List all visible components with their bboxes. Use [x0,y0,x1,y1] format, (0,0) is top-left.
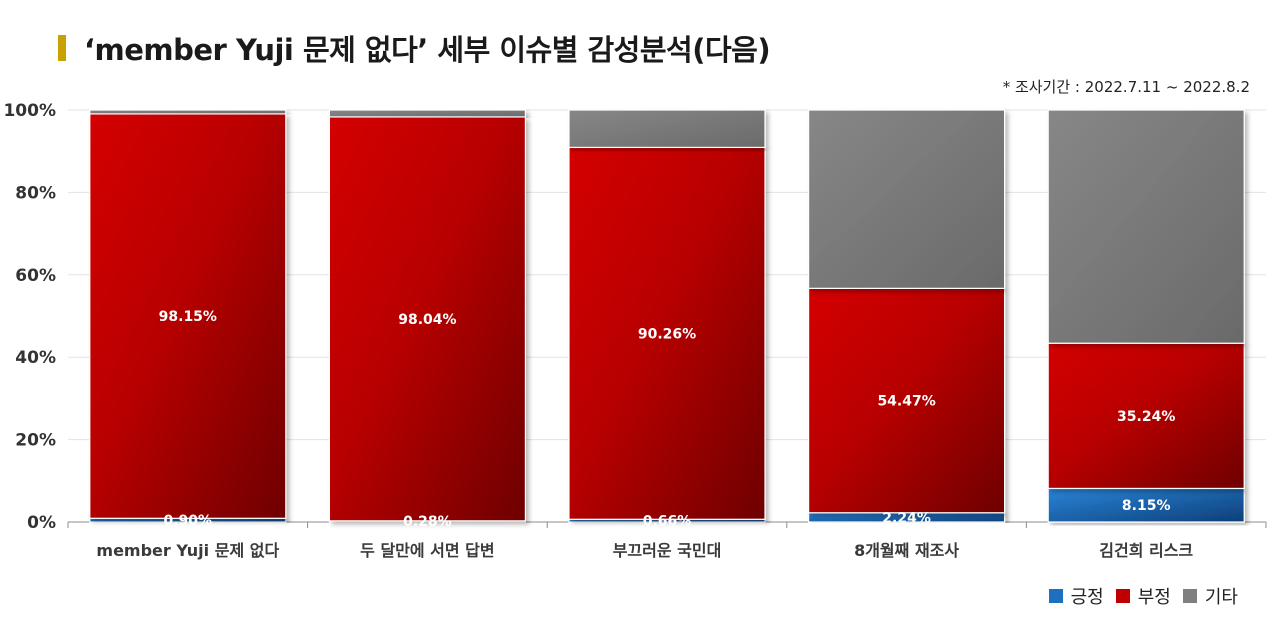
legend-label-positive: 긍정 [1070,587,1104,608]
title-area: ‘member Yuji 문제 없다’ 세부 이슈별 감성분석(다음) [58,28,771,68]
bar-segment-other [1047,109,1245,344]
y-tick-label: 100% [3,101,56,121]
data-label-negative: 90.26% [638,326,696,342]
bar-segment-negative [568,146,766,520]
legend-item-positive: 긍정 [1048,583,1104,609]
legend-label-negative: 부정 [1137,587,1171,608]
data-label-negative: 35.24% [1117,409,1175,425]
y-tick-label: 40% [15,348,56,368]
legend-item-negative: 부정 [1115,583,1171,609]
x-category-label: 두 달만에 서면 답변 [360,541,494,560]
bar-segment-other [89,109,287,115]
y-tick-label: 0% [27,513,56,533]
data-label-positive: 8.15% [1122,498,1171,514]
x-category-label: 8개월째 재조사 [854,541,959,560]
bar-segment-negative [807,287,1006,514]
bar-segment-other [807,109,1006,289]
legend: 긍정 부정 기타 [1037,583,1238,609]
bars [89,109,1245,523]
title-accent-bar [58,35,66,61]
x-category-label: member Yuji 문제 없다 [96,541,279,560]
bar-segment-other [568,109,766,149]
data-label-negative: 98.15% [159,309,217,325]
data-label-positive: 2.24% [882,510,931,526]
y-tick-label: 80% [15,183,56,203]
bar-segment-negative [1047,342,1245,490]
legend-item-other: 기타 [1182,583,1238,609]
data-label-negative: 54.47% [877,394,935,410]
survey-period: * 조사기간 : 2022.7.11 ~ 2022.8.2 [1002,78,1250,96]
legend-swatch-negative [1115,589,1130,603]
data-label-positive: 0.90% [164,513,213,529]
data-label-positive: 0.28% [403,514,452,530]
x-axis-labels: member Yuji 문제 없다 두 달만에 서면 답변 부끄러운 국민대 8개월째… [96,541,1193,560]
data-labels: 0.90% 98.15% 0.28% 98.04% 0.66% 90.26% 2.24% 54… [159,309,1176,530]
legend-label-other: 기타 [1204,587,1238,608]
y-tick-label: 60% [15,266,56,286]
x-category-label: 부끄러운 국민대 [613,541,722,560]
legend-swatch-other [1182,589,1197,603]
data-label-negative: 98.04% [398,312,456,328]
data-label-positive: 0.66% [643,514,692,530]
bar-segment-negative [328,116,526,522]
page-title: ‘member Yuji 문제 없다’ 세부 이슈별 감성분석(다음) [84,33,771,67]
bar-segment-negative [89,113,287,519]
bar-segment-other [328,109,526,118]
y-axis-labels: 0% 20% 40% 60% 80% 100% [3,101,56,533]
legend-swatch-positive [1048,589,1063,603]
y-tick-label: 20% [15,431,56,451]
x-category-label: 김건희 리스크 [1099,541,1193,560]
